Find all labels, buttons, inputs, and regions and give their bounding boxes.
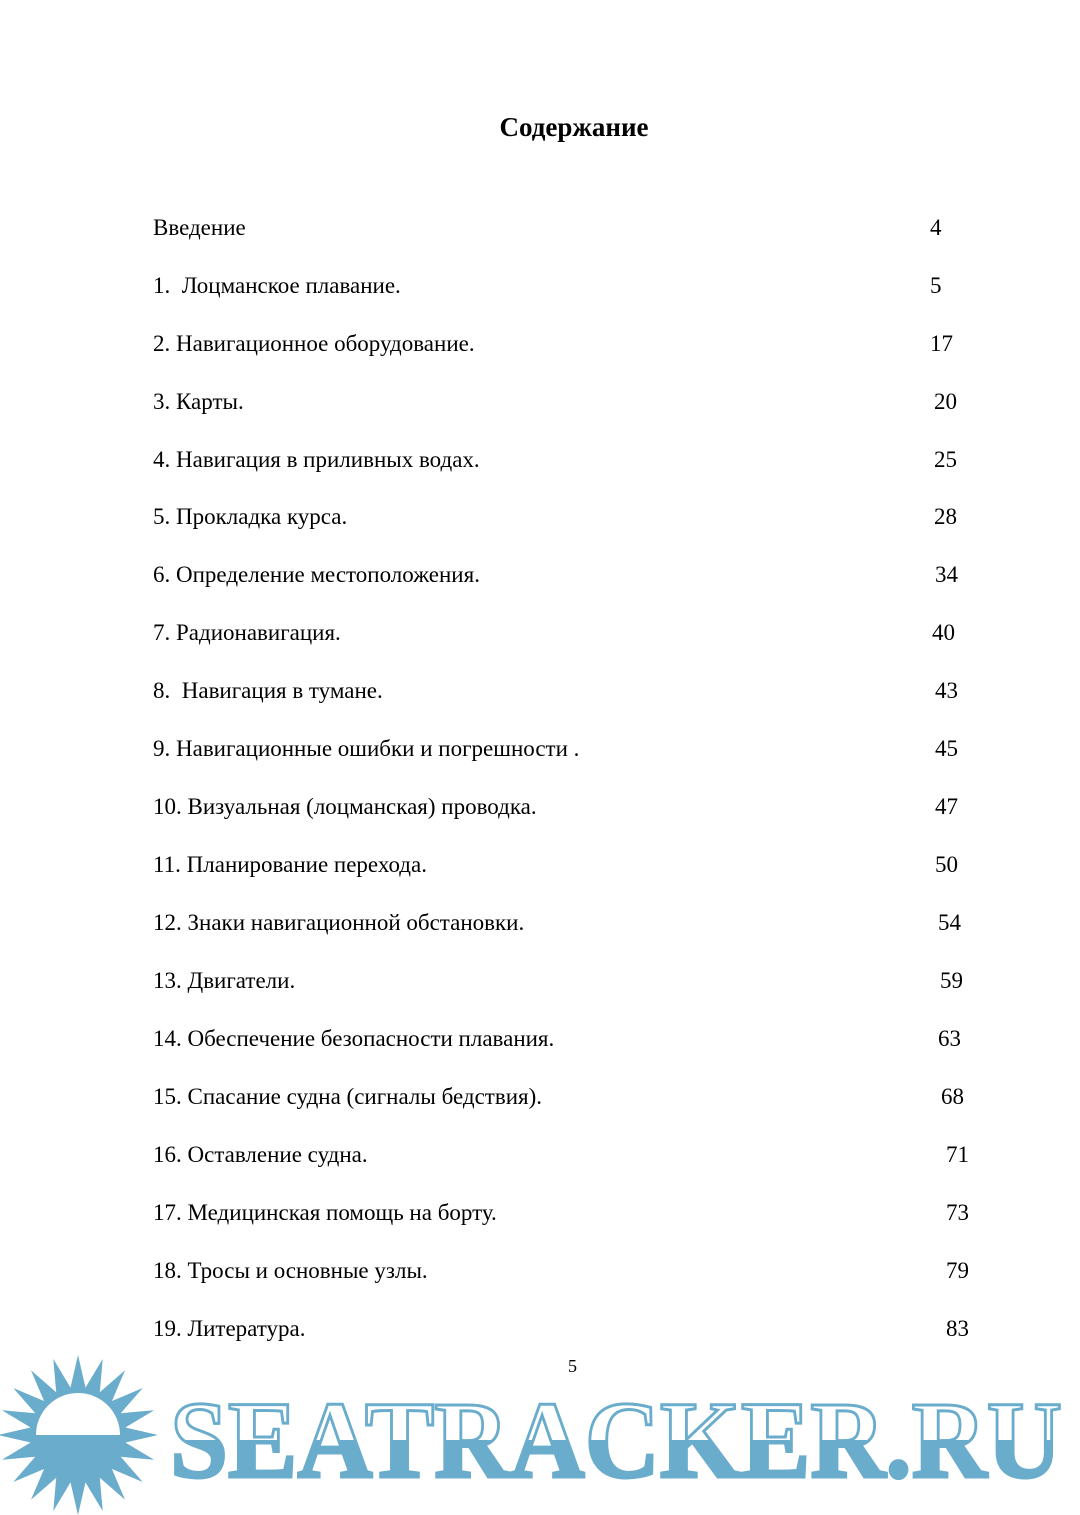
toc-entry-page: 28 <box>934 504 957 529</box>
page-title: Содержание <box>499 112 649 142</box>
toc-entry-page: 5 <box>930 273 942 298</box>
toc-entry-label: 4. Навигация в приливных водах. <box>153 447 480 472</box>
page-number: 5 <box>568 1356 577 1376</box>
seatracker-logo: SEATRACKER.RU <box>0 1355 1064 1515</box>
toc-entry-page: 17 <box>930 331 953 356</box>
toc-entry-page: 54 <box>938 910 961 935</box>
toc-entry-label: 15. Спасание судна (сигналы бедствия). <box>153 1084 542 1109</box>
toc-entry-label: 11. Планирование перехода. <box>153 852 427 877</box>
toc-entry-label: 6. Определение местоположения. <box>153 562 480 587</box>
toc-entry-page: 45 <box>935 736 958 761</box>
toc-entry-label: 2. Навигационное оборудование. <box>153 331 475 356</box>
toc-entry: 15. Спасание судна (сигналы бедствия). 68 <box>153 1082 1013 1112</box>
toc-entry-label: 19. Литература. <box>153 1316 306 1341</box>
toc-entry: 18. Тросы и основные узлы. 79 <box>153 1256 1013 1286</box>
toc-entry: 3. Карты. 20 <box>153 387 1013 417</box>
toc-entry-label: 1. Лоцманское плавание. <box>153 273 401 298</box>
toc-entry: 10. Визуальная (лоцманская) проводка. 47 <box>153 792 1013 822</box>
toc-entry-page: 20 <box>934 389 957 414</box>
toc-entry-page: 63 <box>938 1026 961 1051</box>
toc-entry: 1. Лоцманское плавание. 5 <box>153 271 1013 301</box>
toc-entry-page: 34 <box>935 562 958 587</box>
toc-entry: 8. Навигация в тумане. 43 <box>153 676 1013 706</box>
toc-entry: 2. Навигационное оборудование. 17 <box>153 329 1013 359</box>
toc-entry-page: 40 <box>932 620 955 645</box>
toc-entry-label: 14. Обеспечение безопасности плавания. <box>153 1026 555 1051</box>
toc-entry: 6. Определение местоположения. 34 <box>153 560 1013 590</box>
toc-entry-label: 10. Визуальная (лоцманская) проводка. <box>153 794 537 819</box>
toc-entry: 19. Литература. 83 <box>153 1314 1013 1344</box>
toc-entry: Введение 4 <box>153 213 1013 243</box>
toc-entry-label: 5. Прокладка курса. <box>153 504 348 529</box>
toc-entry-label: 7. Радионавигация. <box>153 620 341 645</box>
toc-entry: 14. Обеспечение безопасности плавания. 63 <box>153 1024 1013 1054</box>
toc-entry: 12. Знаки навигационной обстановки. 54 <box>153 908 1013 938</box>
toc-entry-label: 8. Навигация в тумане. <box>153 678 383 703</box>
toc-entry-page: 83 <box>946 1316 969 1341</box>
toc-entry-page: 68 <box>941 1084 964 1109</box>
toc-entry-label: 16. Оставление судна. <box>153 1142 368 1167</box>
toc-entry: 11. Планирование перехода. 50 <box>153 850 1013 880</box>
toc-entry-label: 13. Двигатели. <box>153 968 296 993</box>
watermark-text: SEATRACKER.RU <box>170 1379 1062 1501</box>
toc-entry-page: 73 <box>946 1200 969 1225</box>
toc-entry: 16. Оставление судна. 71 <box>153 1140 1013 1170</box>
toc-entry: 5. Прокладка курса. 28 <box>153 502 1013 532</box>
toc-entry-page: 43 <box>935 678 958 703</box>
toc-entry-page: 71 <box>946 1142 969 1167</box>
toc-entry-page: 4 <box>930 215 942 240</box>
toc-entry-label: 9. Навигационные ошибки и погрешности . <box>153 736 580 761</box>
toc-entry: 7. Радионавигация. 40 <box>153 618 1013 648</box>
toc-entry-label: Введение <box>153 215 246 240</box>
toc-entry: 13. Двигатели. 59 <box>153 966 1013 996</box>
toc-entry: 17. Медицинская помощь на борту. 73 <box>153 1198 1013 1228</box>
toc-entry-page: 79 <box>946 1258 969 1283</box>
toc-entry: 9. Навигационные ошибки и погрешности . 4… <box>153 734 1013 764</box>
toc-entry-label: 17. Медицинская помощь на борту. <box>153 1200 497 1225</box>
toc-entry-label: 3. Карты. <box>153 389 244 414</box>
toc-entry: 4. Навигация в приливных водах. 25 <box>153 445 1013 475</box>
toc-entry-label: 12. Знаки навигационной обстановки. <box>153 910 525 935</box>
toc-entry-page: 47 <box>935 794 958 819</box>
toc-entry-page: 59 <box>940 968 963 993</box>
toc-entry-label: 18. Тросы и основные узлы. <box>153 1258 428 1283</box>
sun-icon <box>0 1355 158 1515</box>
toc-entry-page: 25 <box>934 447 957 472</box>
toc-entry-page: 50 <box>935 852 958 877</box>
